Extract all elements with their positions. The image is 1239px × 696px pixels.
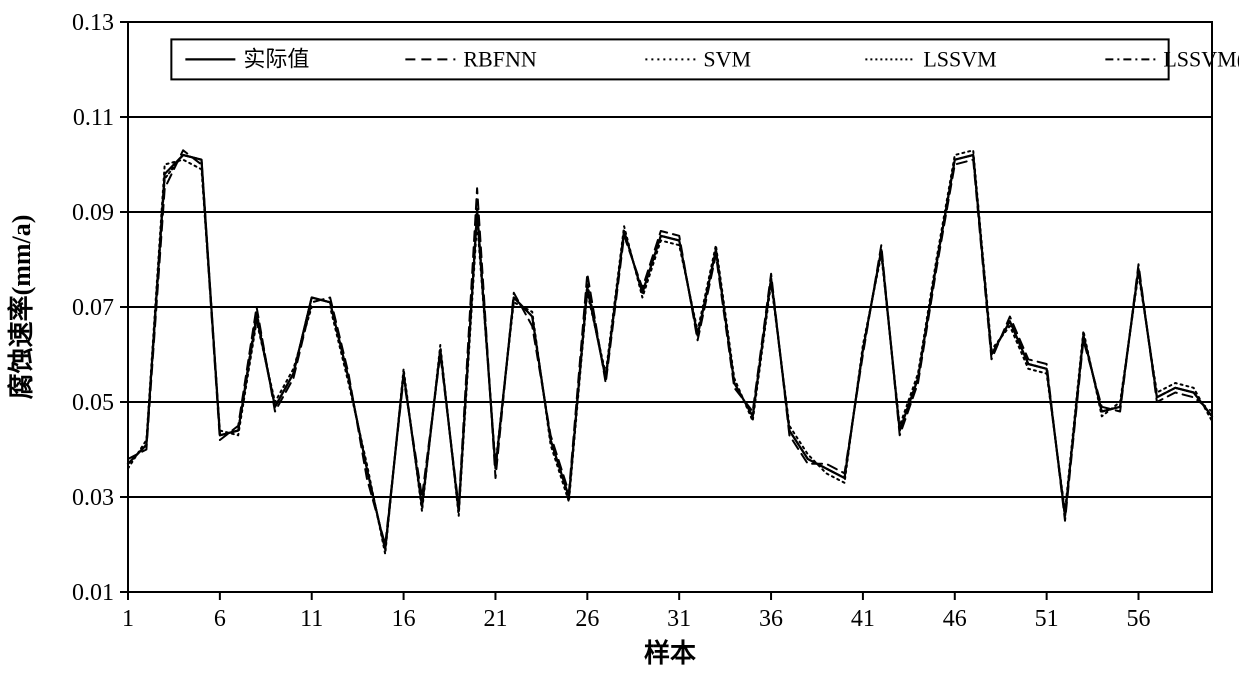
legend-label: LSSVM(APSO优化) (1163, 46, 1239, 71)
x-tick-label: 41 (851, 606, 875, 632)
x-tick-label: 21 (483, 606, 507, 632)
y-tick-label: 0.11 (73, 105, 114, 131)
x-tick-label: 51 (1035, 606, 1059, 632)
x-tick-label: 11 (300, 606, 323, 632)
y-tick-label: 0.13 (72, 10, 114, 36)
y-tick-label: 0.09 (72, 200, 114, 226)
x-tick-label: 26 (575, 606, 599, 632)
legend-label: SVM (703, 46, 751, 71)
chart-container: 16111621263136414651560.010.030.050.070.… (0, 0, 1239, 696)
legend-label: LSSVM (923, 46, 996, 71)
y-tick-label: 0.01 (72, 580, 114, 606)
y-axis-label: 腐蚀速率(mm/a) (6, 215, 36, 400)
x-tick-label: 31 (667, 606, 691, 632)
legend-label: 实际值 (243, 46, 309, 71)
x-tick-label: 6 (214, 606, 226, 632)
x-tick-label: 46 (943, 606, 967, 632)
y-tick-label: 0.03 (72, 485, 114, 511)
x-tick-label: 56 (1127, 606, 1151, 632)
x-axis-label: 样本 (644, 638, 696, 668)
y-tick-label: 0.05 (72, 390, 114, 416)
x-tick-label: 1 (122, 606, 134, 632)
x-tick-label: 36 (759, 606, 783, 632)
y-tick-label: 0.07 (72, 295, 114, 321)
x-tick-label: 16 (392, 606, 416, 632)
legend: 实际值 RBFNN SVM LSSVM LSSVM(APSO优化) (171, 39, 1239, 79)
legend-label: RBFNN (463, 46, 536, 71)
line-chart: 16111621263136414651560.010.030.050.070.… (0, 0, 1239, 696)
